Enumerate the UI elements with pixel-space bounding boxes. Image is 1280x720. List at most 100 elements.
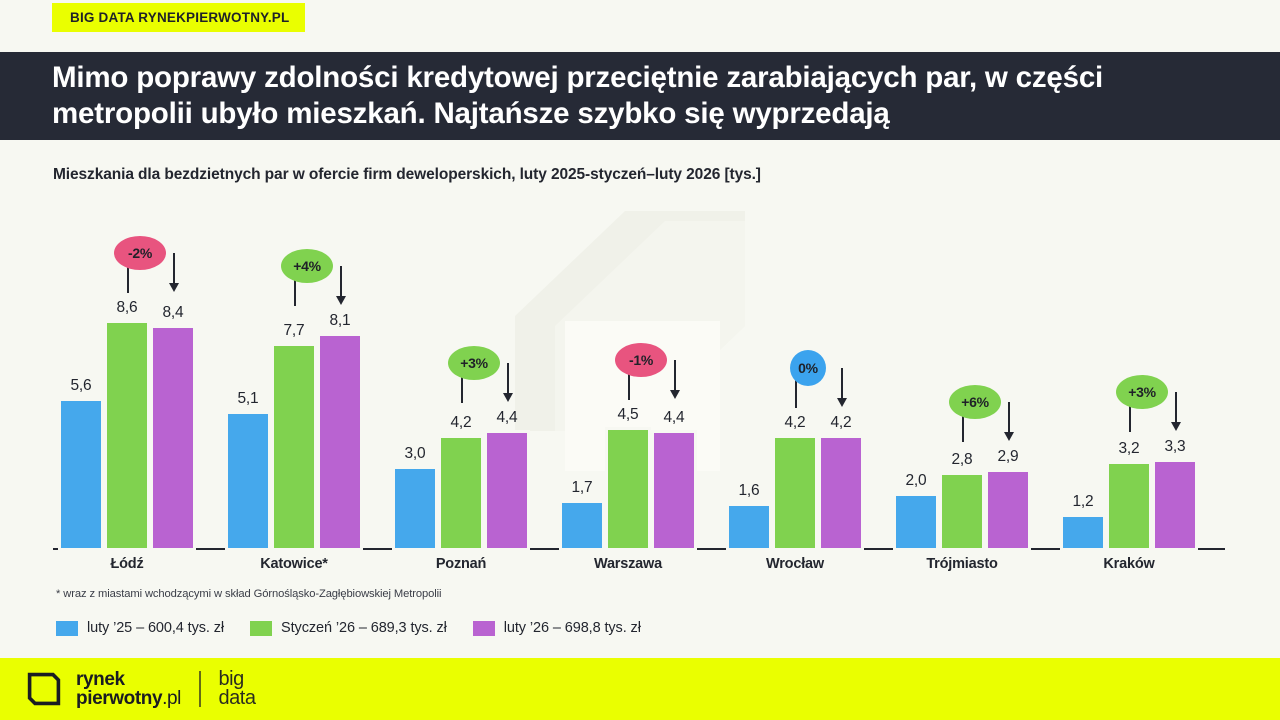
badge-arrow-icon: [670, 390, 680, 400]
badge-connector-left: [461, 362, 463, 403]
bar-3[interactable]: [1155, 461, 1195, 548]
bar-1[interactable]: [228, 414, 268, 548]
x-axis-category-label: Wrocław: [766, 556, 824, 572]
badge-arrow-icon: [837, 397, 847, 407]
bar-value-label: 4,4: [663, 408, 685, 426]
badge-connector-right: [674, 360, 676, 391]
change-badge: +3%: [1116, 374, 1168, 409]
x-axis-category-label: Katowice*: [260, 556, 328, 572]
bar-2[interactable]: [274, 346, 314, 548]
bar-value-label: 4,4: [496, 408, 518, 426]
bar-3[interactable]: [153, 327, 193, 548]
chart-groups: 5,6 8,6 8,4 -2% Łódź 5,1 7,7 8,1 +4% Katowice* 3,0…: [53, 196, 1225, 572]
legend-swatch: [472, 620, 495, 636]
bar-3[interactable]: [821, 437, 861, 548]
legend-label: luty ’26 – 698,8 tys. zł: [503, 620, 641, 636]
bar-1[interactable]: [896, 495, 936, 548]
footer-bar: rynek pierwotny.pl big data Źródło: BIG …: [0, 658, 1280, 720]
bar-value-label: 8,1: [329, 311, 351, 329]
x-axis-category-label: Łódź: [110, 556, 144, 572]
badge-connector-right: [173, 252, 175, 283]
bar-value-label: 8,6: [116, 298, 138, 316]
bar-2[interactable]: [1109, 464, 1149, 548]
bar-value-label: 3,3: [1164, 437, 1186, 455]
badge-connector-right: [1008, 402, 1010, 433]
legend-item[interactable]: luty ’25 – 600,4 tys. zł: [56, 620, 224, 636]
bar-value-label: 2,9: [997, 448, 1019, 466]
bar-value-label: 8,4: [162, 303, 184, 321]
bar-value-label: 4,2: [784, 413, 806, 431]
chart-group: 1,7 4,5 4,4 -1% Warszawa: [554, 196, 702, 572]
headline-band: Mimo poprawy zdolności kredytowej przeci…: [0, 52, 1280, 140]
badge-arrow-icon: [1004, 432, 1014, 442]
bar-1[interactable]: [562, 503, 602, 548]
legend-label: luty ’25 – 600,4 tys. zł: [87, 620, 225, 636]
badge-connector-left: [294, 265, 296, 306]
bar-3[interactable]: [654, 432, 694, 548]
headline-text: Mimo poprawy zdolności kredytowej przeci…: [52, 61, 1104, 130]
badge-connector-right: [507, 362, 509, 393]
badge-arrow-icon: [336, 295, 346, 305]
chart-group: 5,6 8,6 8,4 -2% Łódź: [53, 196, 201, 572]
bar-1[interactable]: [395, 469, 435, 548]
bar-2[interactable]: [608, 430, 648, 548]
bar-value-label: 3,0: [404, 445, 426, 463]
chart-group: 5,1 7,7 8,1 +4% Katowice*: [220, 196, 368, 572]
bar-value-label: 1,7: [571, 479, 593, 497]
bar-1[interactable]: [729, 506, 769, 548]
badge-connector-left: [962, 402, 964, 443]
bigdata-line-1: big: [218, 668, 245, 690]
bar-2[interactable]: [107, 322, 147, 548]
change-badge: -2%: [114, 235, 166, 270]
x-axis-baseline: [53, 548, 1225, 550]
bar-2[interactable]: [775, 437, 815, 548]
bar-value-label: 5,6: [70, 377, 92, 395]
bigdata-line-2: data: [218, 687, 256, 709]
chart-subtitle: Mieszkania dla bezdzietnych par w oferci…: [53, 166, 761, 183]
rynekpierwotny-logo-icon: [27, 672, 61, 706]
change-badge: -1%: [615, 343, 667, 378]
chart-legend: luty ’25 – 600,4 tys. zł Styczeń ’26 – 68…: [56, 620, 641, 636]
bar-3[interactable]: [320, 335, 360, 548]
badge-connector-right: [841, 367, 843, 398]
bar-value-label: 4,5: [617, 406, 639, 424]
chart-group: 2,0 2,8 2,9 +6% Trójmiasto: [888, 196, 1036, 572]
legend-swatch: [250, 620, 273, 636]
badge-arrow-icon: [503, 392, 513, 402]
bar-1[interactable]: [61, 401, 101, 548]
change-badge: +6%: [949, 385, 1001, 420]
brand-logo[interactable]: rynek pierwotny.pl big data: [26, 668, 256, 709]
x-axis-category-label: Kraków: [1103, 556, 1155, 572]
bar-chart: 5,6 8,6 8,4 -2% Łódź 5,1 7,7 8,1 +4% Katowice* 3,0…: [0, 196, 1280, 596]
chart-group: 1,2 3,2 3,3 +3% Kraków: [1055, 196, 1203, 572]
chart-footnote: * wraz z miastami wchodzącymi w skład Gó…: [56, 588, 442, 600]
bar-value-label: 7,7: [283, 322, 305, 340]
bar-value-label: 1,6: [738, 482, 760, 500]
bigdata-wordmark: big data: [218, 668, 256, 709]
chart-group: 1,6 4,2 4,2 0% Wrocław: [721, 196, 869, 572]
logo-suffix: .pl: [162, 688, 182, 709]
legend-label: Styczeń ’26 – 689,3 tys. zł: [281, 620, 447, 636]
bar-value-label: 4,2: [830, 413, 852, 431]
legend-item[interactable]: luty ’26 – 698,8 tys. zł: [472, 620, 641, 636]
badge-arrow-icon: [169, 282, 179, 292]
x-axis-category-label: Warszawa: [594, 556, 662, 572]
bar-3[interactable]: [988, 472, 1028, 548]
x-axis-category-label: Trójmiasto: [926, 556, 998, 572]
bar-value-label: 4,2: [450, 413, 472, 431]
bar-2[interactable]: [441, 437, 481, 548]
change-badge: +4%: [281, 248, 333, 283]
bar-value-label: 2,0: [905, 471, 927, 489]
bar-value-label: 1,2: [1072, 492, 1094, 510]
logo-divider: [199, 671, 201, 707]
legend-item[interactable]: Styczeń ’26 – 689,3 tys. zł: [250, 620, 447, 636]
badge-connector-right: [1175, 391, 1177, 422]
top-tag-bar: BIG DATA RYNEKPIERWOTNY.PL: [0, 0, 1280, 46]
chart-group: 3,0 4,2 4,4 +3% Poznań: [387, 196, 535, 572]
bar-1[interactable]: [1063, 516, 1103, 548]
change-badge: 0%: [790, 349, 826, 386]
change-badge: +3%: [448, 345, 500, 380]
bar-3[interactable]: [487, 432, 527, 548]
bar-2[interactable]: [942, 474, 982, 548]
